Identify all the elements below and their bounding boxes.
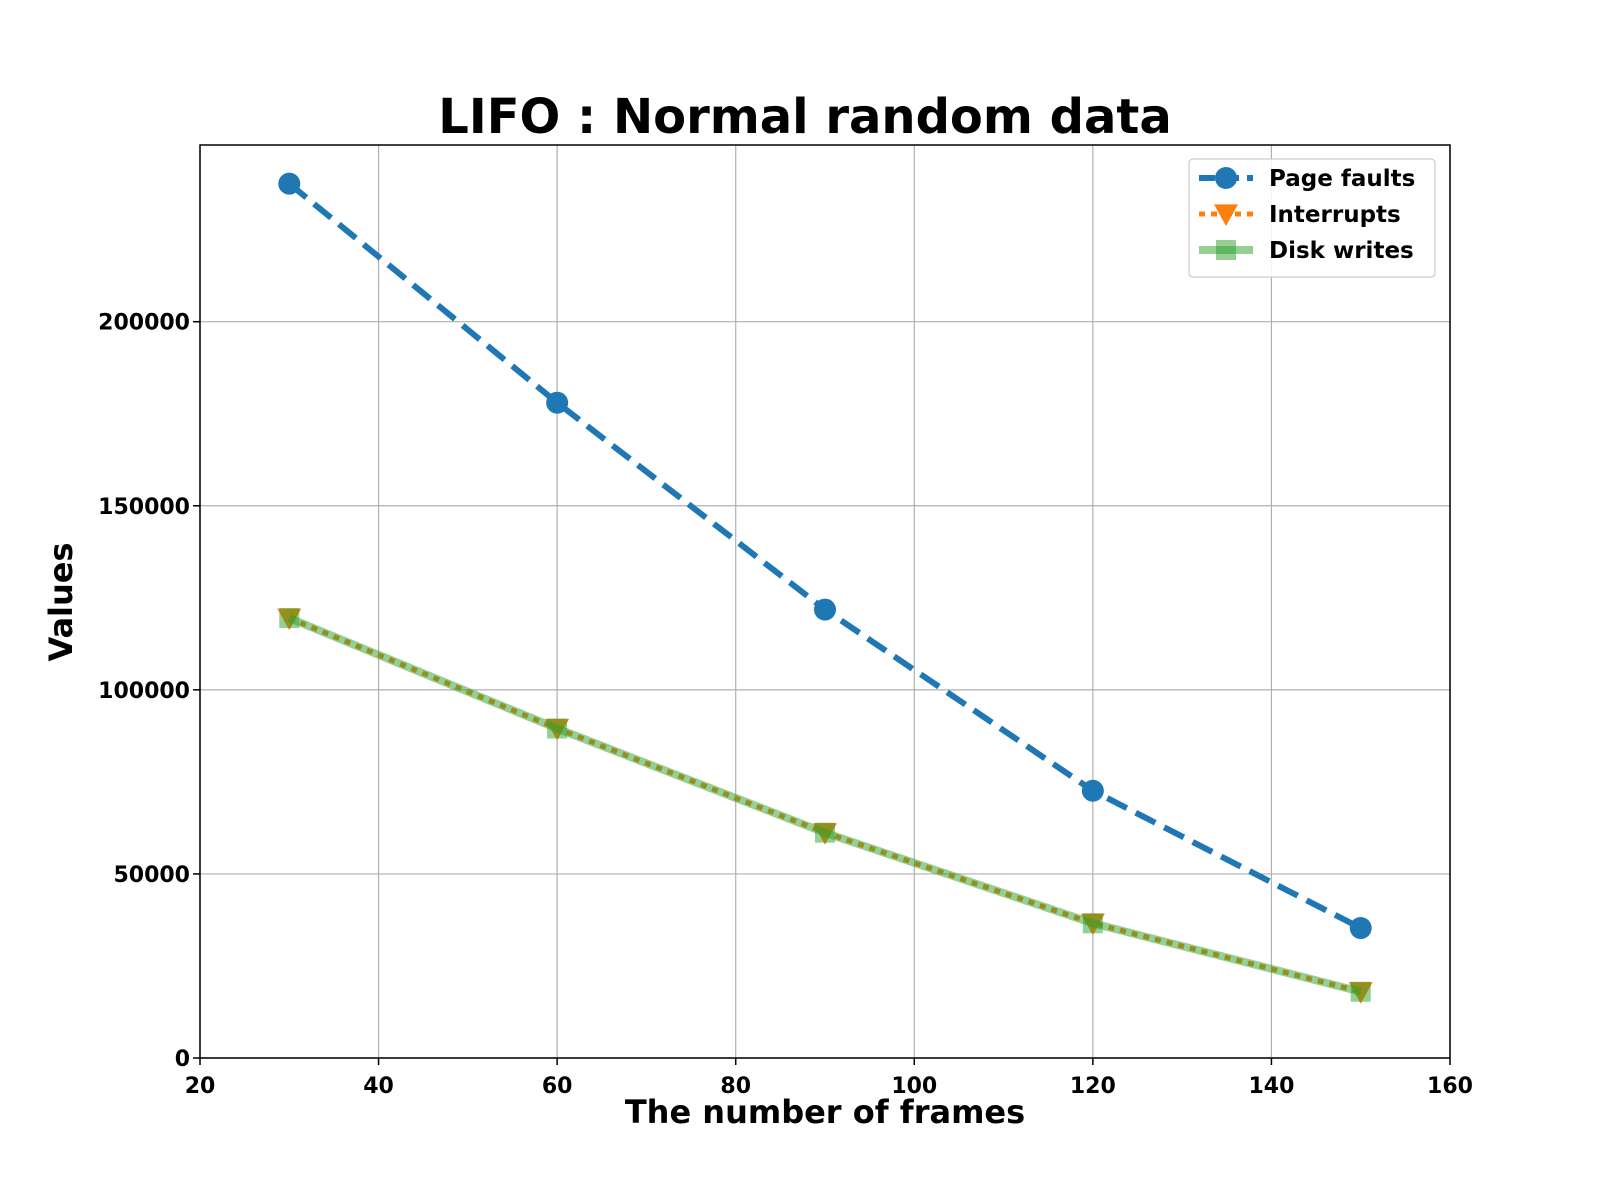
legend-label: Disk writes: [1269, 238, 1414, 264]
plot-frame: [199, 144, 1451, 1059]
legend-entry: Page faults: [1199, 166, 1415, 192]
data-point: [547, 718, 568, 739]
data-point: [1081, 779, 1104, 802]
x-axis: 20 40 60 80 100 120 140 160: [185, 1058, 1473, 1099]
legend-marker: [1216, 240, 1236, 260]
y-tick-label: 100000: [98, 679, 190, 704]
y-tick-label: 150000: [98, 495, 190, 520]
y-tick-label: 0: [175, 1047, 190, 1072]
series-page-faults: [278, 172, 1372, 940]
legend-marker: [1215, 167, 1237, 189]
legend-marker: [1214, 204, 1238, 226]
legend-label: Interrupts: [1269, 202, 1401, 228]
y-tick-label: 200000: [98, 311, 190, 336]
legend-entry: Disk writes: [1199, 238, 1414, 264]
data-point: [1082, 913, 1103, 934]
data-point: [1349, 917, 1372, 940]
y-tick-label: 50000: [113, 863, 190, 888]
chart-title: LIFO : Normal random data: [438, 89, 1171, 145]
x-tick-label: 160: [1427, 1074, 1473, 1099]
x-axis-label: The number of frames: [625, 1093, 1025, 1131]
x-tick-label: 100: [891, 1074, 937, 1099]
data-point: [278, 172, 301, 195]
data-point: [815, 822, 835, 843]
x-tick-label: 120: [1070, 1074, 1116, 1099]
y-axis-label: Values: [42, 542, 80, 661]
x-tick-label: 140: [1248, 1074, 1294, 1099]
y-axis: 0 50000 100000 150000 200000: [98, 311, 200, 1072]
series-layer: [277, 172, 1373, 1004]
legend-entry: Interrupts: [1199, 202, 1401, 228]
data-point: [1350, 981, 1371, 1002]
data-point: [546, 391, 569, 414]
data-point: [279, 608, 300, 629]
data-point: [814, 598, 836, 621]
legend: Page faults Interrupts Disk writes: [1188, 158, 1436, 278]
x-tick-label: 40: [363, 1074, 394, 1099]
x-tick-label: 80: [720, 1074, 751, 1099]
series-disk-writes: [279, 608, 1371, 1002]
legend-label: Page faults: [1269, 166, 1415, 192]
x-tick-label: 60: [542, 1074, 573, 1099]
x-tick-label: 20: [185, 1074, 216, 1099]
